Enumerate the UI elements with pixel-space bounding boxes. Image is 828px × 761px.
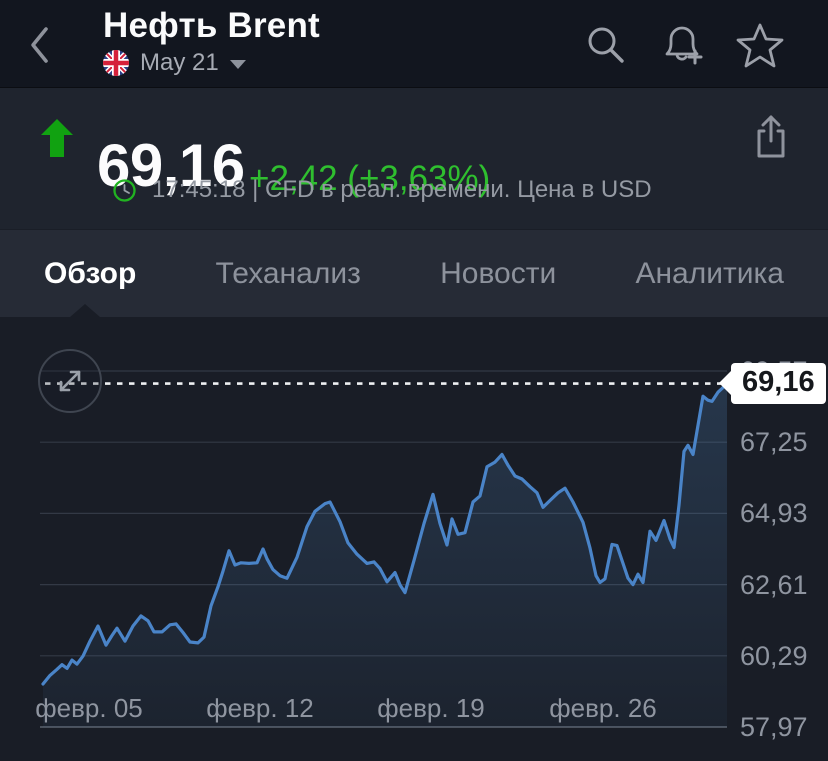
chevron-left-icon <box>27 25 53 65</box>
quote-section: 69,16 +2,42 (+3,63%) 17:45:18 | CFD в ре… <box>0 88 828 229</box>
market-date-label: May 21 <box>140 49 219 76</box>
chevron-down-icon <box>229 60 246 69</box>
y-axis-label: 67,25 <box>740 427 808 458</box>
tab-bar: Обзор Теханализ Новости Аналитика <box>0 229 828 317</box>
search-button[interactable] <box>580 18 632 72</box>
uk-flag-icon <box>103 50 129 76</box>
last-price: 69,16 <box>97 132 245 199</box>
price-change: +2,42 (+3,63%) <box>249 159 491 198</box>
x-axis-label: февр. 12 <box>206 693 314 723</box>
market-selector[interactable]: May 21 <box>103 49 320 77</box>
header: Нефть Brent May 21 <box>0 0 828 88</box>
y-axis-label: 57,97 <box>740 712 808 742</box>
y-axis-label: 60,29 <box>740 640 808 671</box>
x-axis-label: февр. 26 <box>549 693 657 723</box>
create-alert-button[interactable] <box>656 18 708 72</box>
current-price-tag: 69,16 <box>731 362 826 404</box>
active-tab-notch <box>70 304 100 317</box>
y-axis-label: 62,61 <box>740 569 808 600</box>
title-block: Нефть Brent May 21 <box>103 5 320 77</box>
search-icon <box>583 22 629 68</box>
tab-overview[interactable]: Обзор <box>44 256 137 290</box>
share-button[interactable] <box>744 108 798 164</box>
page-title: Нефть Brent <box>103 6 320 45</box>
price-up-arrow-icon <box>40 118 74 158</box>
expand-icon <box>50 361 90 401</box>
expand-chart-button[interactable] <box>38 349 102 413</box>
tab-technical[interactable]: Теханализ <box>215 256 361 290</box>
bell-plus-icon <box>658 21 706 69</box>
current-price-tag-value: 69,16 <box>742 365 815 398</box>
quote-meta-row: 17:45:18 | CFD в реал. времени. Цена в U… <box>112 176 652 204</box>
y-axis-label: 64,93 <box>740 498 808 529</box>
favorite-button[interactable] <box>734 18 786 72</box>
tab-analytics[interactable]: Аналитика <box>635 256 784 290</box>
share-icon <box>749 110 793 162</box>
clock-icon <box>112 178 137 203</box>
x-axis-label: февр. 19 <box>377 693 485 723</box>
star-icon <box>735 21 785 69</box>
x-axis-label: февр. 05 <box>35 693 143 723</box>
back-button[interactable] <box>20 22 60 68</box>
tab-news[interactable]: Новости <box>440 256 557 290</box>
quote-meta-text: 17:45:18 | CFD в реал. времени. Цена в U… <box>152 176 652 203</box>
price-chart[interactable] <box>0 317 828 761</box>
